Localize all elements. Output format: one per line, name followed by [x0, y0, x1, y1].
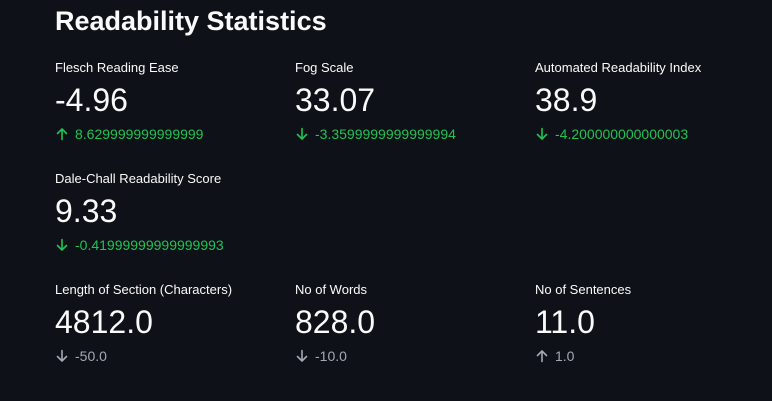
down-arrow-icon: [296, 349, 308, 362]
metric-delta-value: 1.0: [555, 348, 575, 364]
metric-delta-value: -0.41999999999999993: [75, 237, 224, 253]
metric-label: Automated Readability Index: [535, 60, 702, 75]
metric-value: 828.0: [295, 304, 376, 340]
metric-label: Fog Scale: [295, 60, 354, 75]
up-arrow-icon: [536, 350, 548, 363]
down-arrow-icon: [56, 238, 68, 251]
metric-flesch-reading-ease: Flesch Reading Ease -4.96 8.629999999999…: [55, 60, 285, 143]
metric-label: Flesch Reading Ease: [55, 60, 179, 75]
metric-label: Dale-Chall Readability Score: [55, 171, 222, 186]
metric-label: Length of Section (Characters): [55, 282, 233, 297]
metric-delta: 1.0: [535, 347, 765, 365]
metric-value: 4812.0: [55, 304, 153, 340]
metric-value: 11.0: [535, 304, 595, 340]
metric-value: 33.07: [295, 82, 376, 118]
metric-delta: -0.41999999999999993: [55, 236, 285, 254]
metric-delta: -10.0: [295, 347, 525, 365]
metric-delta: -50.0: [55, 347, 285, 365]
metric-no-of-sentences: No of Sentences 11.0 1.0: [535, 282, 765, 365]
metric-label: No of Words: [295, 282, 368, 297]
metric-delta-value: -10.0: [315, 348, 347, 364]
metric-value: -4.96: [55, 82, 128, 118]
metric-length-of-section: Length of Section (Characters) 4812.0 -5…: [55, 282, 285, 365]
metric-delta-value: -4.200000000000003: [555, 126, 689, 142]
metric-delta: -4.200000000000003: [535, 125, 765, 143]
metric-delta: -3.3599999999999994: [295, 125, 525, 143]
metric-delta-value: -50.0: [75, 348, 107, 364]
down-arrow-icon: [296, 127, 308, 140]
metric-delta-value: 8.629999999999999: [75, 126, 204, 142]
metric-automated-readability-index: Automated Readability Index 38.9 -4.2000…: [535, 60, 765, 143]
down-arrow-icon: [536, 127, 548, 140]
metric-delta-value: -3.3599999999999994: [315, 126, 456, 142]
metric-label: No of Sentences: [535, 282, 632, 297]
down-arrow-icon: [56, 349, 68, 362]
metric-fog-scale: Fog Scale 33.07 -3.3599999999999994: [295, 60, 525, 143]
page-title: Readability Statistics: [55, 6, 327, 36]
metric-value: 9.33: [55, 193, 118, 229]
metric-dale-chall-readability-score: Dale-Chall Readability Score 9.33 -0.419…: [55, 171, 285, 254]
metric-no-of-words: No of Words 828.0 -10.0: [295, 282, 525, 365]
metric-delta: 8.629999999999999: [55, 125, 285, 143]
up-arrow-icon: [56, 128, 68, 141]
metric-value: 38.9: [535, 82, 598, 118]
